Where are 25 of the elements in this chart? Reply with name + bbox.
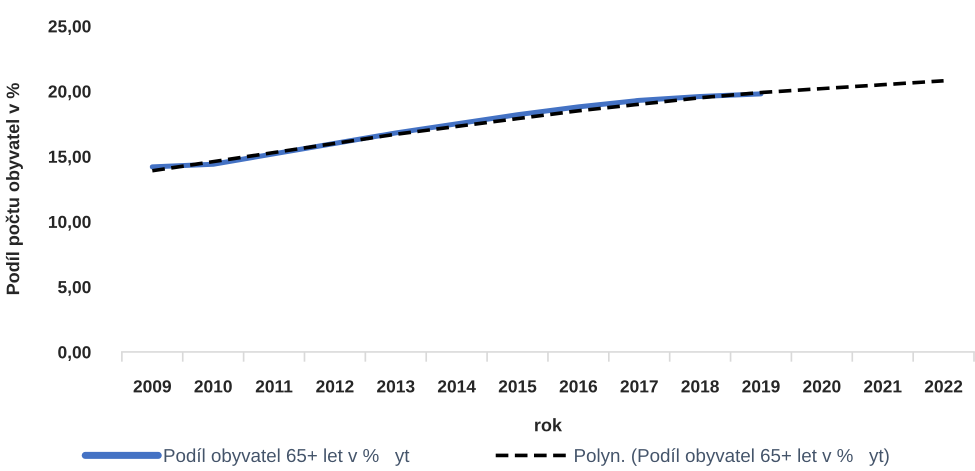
y-tick-label: 25,00 [48, 20, 91, 36]
legend-label: Polyn. (Podíl obyvatel 65+ let v % yt) [575, 448, 889, 466]
x-tick-label: 2014 [438, 380, 476, 393]
x-axis-title: rok [535, 418, 562, 432]
y-tick-label: 10,00 [48, 216, 91, 231]
x-tick-label: 2022 [924, 380, 962, 393]
y-axis-title: Podíl počtu obyvatel v % [6, 83, 23, 294]
x-tick-label: 2019 [742, 380, 780, 393]
x-tick-label: 2009 [134, 380, 171, 393]
x-tick-label: 2018 [681, 380, 719, 393]
x-tick-label: 2013 [377, 380, 414, 393]
x-tick-label: 2011 [256, 380, 292, 393]
y-tick-label: 15,00 [48, 150, 91, 166]
x-tick-label: 2021 [864, 380, 902, 393]
y-tick-label: 0,00 [58, 346, 91, 361]
y-tick-label: 20,00 [48, 85, 91, 100]
line-series [150, 79, 946, 173]
legend-label: Podíl obyvatel 65+ let v % yt [164, 448, 410, 466]
x-tick-label: 2020 [803, 380, 840, 393]
x-tick-label: 2015 [498, 380, 536, 393]
x-tick-label: 2016 [560, 380, 598, 393]
x-tick-label: 2012 [316, 380, 354, 393]
x-tick-label: 2010 [194, 380, 232, 393]
x-tick-label: 2017 [620, 380, 658, 393]
y-tick-label: 5,00 [58, 280, 91, 296]
